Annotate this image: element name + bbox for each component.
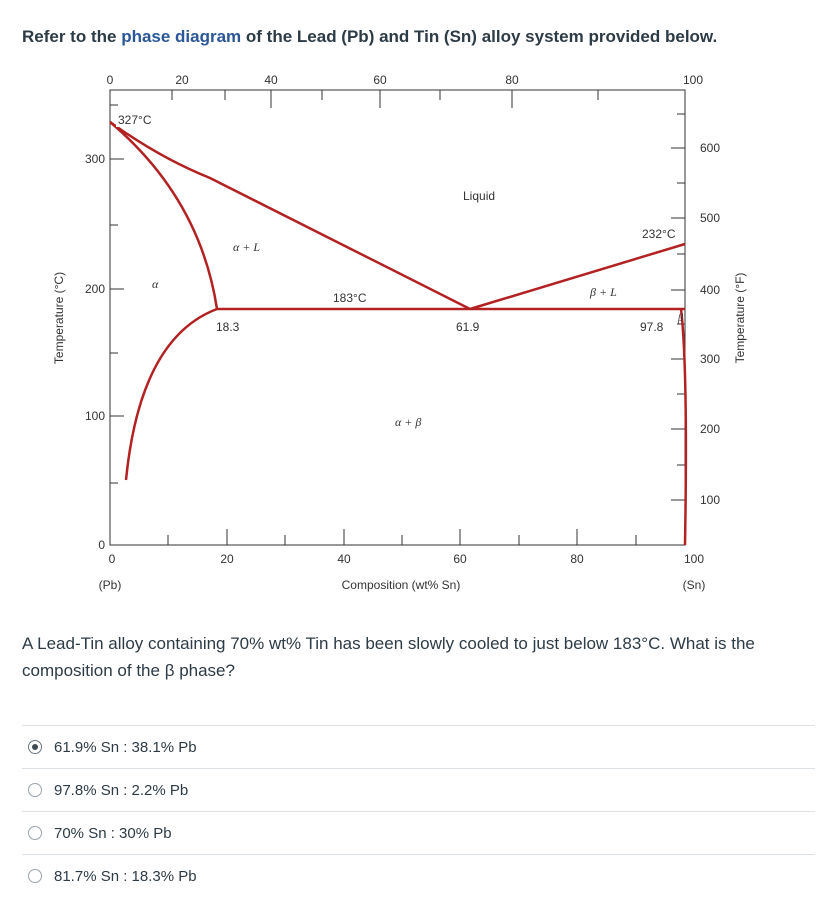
top-tick-label: 20 (175, 73, 189, 87)
region-alpha-plus-liquid: α + L (233, 240, 260, 254)
right-ticks (671, 113, 685, 501)
top-tick-label: 80 (505, 73, 519, 87)
region-beta: β (677, 313, 683, 324)
liquidus-right (469, 242, 686, 311)
left-ticks (110, 104, 124, 546)
phase-diagram-link-text: phase diagram (121, 27, 242, 46)
right-tick-label: 600 (700, 141, 720, 155)
alpha-max-solubility: 18.3 (216, 320, 240, 334)
left-tick-label: 200 (85, 282, 105, 296)
right-axis-label: Temperature (°F) (733, 273, 747, 364)
question-text: A Lead-Tin alloy containing 70% wt% Tin … (22, 634, 755, 680)
eutectic-temperature: 183°C (333, 291, 367, 305)
answer-label: 61.9% Sn : 38.1% Pb (54, 738, 197, 756)
radio-button-selected[interactable] (28, 740, 42, 754)
solidus-left (109, 121, 219, 310)
question-header: Refer to the phase diagram of the Lead (… (22, 27, 717, 47)
bottom-ticks (109, 529, 637, 545)
top-tick-label: 100 (683, 73, 703, 87)
sn-label: (Sn) (683, 578, 706, 592)
left-tick-label: 0 (98, 538, 105, 552)
title-prefix: Refer to the (22, 27, 122, 46)
right-tick-label: 400 (700, 283, 720, 297)
top-tick-label: 0 (107, 73, 114, 87)
radio-button[interactable] (28, 826, 42, 840)
liquidus-left (109, 120, 471, 311)
top-tick-label: 60 (373, 73, 387, 87)
bottom-tick-label: 60 (453, 552, 467, 566)
sn-melting-point: 232°C (642, 227, 676, 241)
answer-option[interactable]: 61.9% Sn : 38.1% Pb (22, 725, 815, 768)
x-axis-label: Composition (wt% Sn) (342, 578, 461, 592)
answer-label: 97.8% Sn : 2.2% Pb (54, 781, 189, 799)
bottom-tick-label: 20 (220, 552, 234, 566)
radio-button[interactable] (28, 783, 42, 797)
phase-diagram: 0 20 40 60 80 100 0 20 40 60 80 100 (Pb)… (50, 68, 755, 598)
region-beta-plus-liquid: β + L (589, 285, 617, 299)
beta-max-solubility: 97.8 (640, 320, 664, 334)
region-alpha-plus-beta: α + β (395, 415, 421, 429)
left-tick-label: 300 (85, 152, 105, 166)
answer-option[interactable]: 81.7% Sn : 18.3% Pb (22, 854, 815, 897)
eutectic-composition: 61.9 (456, 320, 480, 334)
answer-option[interactable]: 70% Sn : 30% Pb (22, 811, 815, 854)
plot-frame (109, 89, 686, 546)
top-ticks (109, 90, 686, 108)
bottom-tick-label: 40 (337, 552, 351, 566)
radio-button[interactable] (28, 869, 42, 883)
bottom-tick-label: 100 (684, 552, 704, 566)
right-tick-label: 100 (700, 493, 720, 507)
pb-melting-point: 327°C (118, 113, 152, 127)
answer-option[interactable]: 97.8% Sn : 2.2% Pb (22, 768, 815, 811)
pb-label: (Pb) (99, 578, 122, 592)
solvus-left (124, 307, 218, 481)
right-tick-label: 500 (700, 211, 720, 225)
region-alpha: α (152, 277, 159, 291)
phase-boundaries (109, 120, 688, 546)
right-tick-label: 300 (700, 352, 720, 366)
answer-label: 70% Sn : 30% Pb (54, 824, 172, 842)
bottom-tick-label: 0 (109, 552, 116, 566)
answer-label: 81.7% Sn : 18.3% Pb (54, 867, 197, 885)
top-tick-label: 40 (264, 73, 278, 87)
region-liquid: Liquid (463, 189, 495, 203)
solvus-right (679, 308, 688, 546)
left-tick-label: 100 (85, 409, 105, 423)
title-suffix: of the Lead (Pb) and Tin (Sn) alloy syst… (241, 27, 718, 46)
right-tick-label: 200 (700, 422, 720, 436)
bottom-tick-label: 80 (570, 552, 584, 566)
left-axis-label: Temperature (°C) (52, 272, 66, 364)
answer-list: 61.9% Sn : 38.1% Pb 97.8% Sn : 2.2% Pb 7… (22, 725, 815, 897)
